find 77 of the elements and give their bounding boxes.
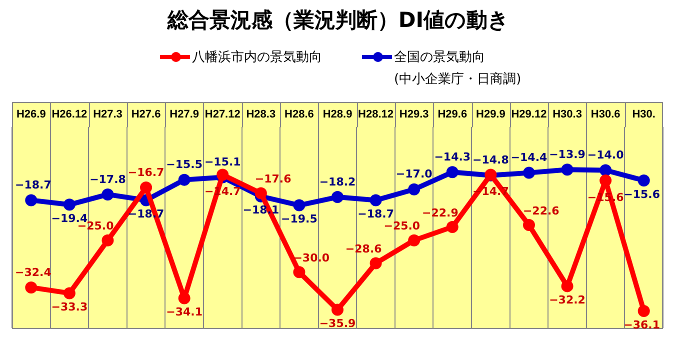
data-label: −15.6 xyxy=(624,188,660,201)
point xyxy=(370,194,382,206)
point xyxy=(332,191,344,204)
legend-label: 八幡浜市内の景気動向 xyxy=(192,49,322,66)
x-tick-label: H29.6 xyxy=(438,108,468,121)
point xyxy=(561,280,574,292)
point xyxy=(63,198,76,211)
chart-title: 総合景況感（業況判断）DI値の動き xyxy=(166,7,511,34)
data-label: −18.2 xyxy=(319,175,356,188)
data-label: −16.7 xyxy=(128,166,164,179)
x-tick-label: H28.12 xyxy=(358,108,394,121)
point xyxy=(25,281,38,294)
point xyxy=(178,292,190,304)
point xyxy=(638,174,650,186)
data-label: −14.0 xyxy=(587,148,624,162)
data-label: −22.9 xyxy=(422,206,458,220)
point xyxy=(332,304,344,316)
point xyxy=(25,194,38,206)
x-tick-label: H27.9 xyxy=(170,108,200,121)
point xyxy=(370,257,382,270)
point xyxy=(178,174,190,186)
point xyxy=(408,183,420,196)
point xyxy=(638,305,650,318)
point xyxy=(600,164,612,176)
data-label: −13.9 xyxy=(549,148,586,161)
x-tick-label: H30. xyxy=(632,108,656,121)
x-tick-label: H27.12 xyxy=(204,108,240,121)
x-tick-label: H26.9 xyxy=(16,108,46,121)
data-label: −17.8 xyxy=(90,172,126,186)
point xyxy=(446,220,458,233)
point xyxy=(216,168,229,181)
point xyxy=(293,266,306,278)
text: (中小企業庁・日商調) xyxy=(394,71,522,88)
x-tick-label: H26.12 xyxy=(52,108,88,121)
data-label: −33.3 xyxy=(51,300,88,314)
data-label: −14.8 xyxy=(472,154,509,167)
x-tick-label: H29.9 xyxy=(476,108,506,121)
x-tick-label: H29.12 xyxy=(511,108,547,121)
data-label: −32.4 xyxy=(15,266,52,279)
data-label: −17.6 xyxy=(254,172,292,186)
point xyxy=(140,181,152,194)
point xyxy=(102,188,114,200)
point xyxy=(63,287,76,300)
data-label: −22.6 xyxy=(522,204,560,218)
point xyxy=(293,199,306,212)
data-label: −15.5 xyxy=(166,158,203,172)
point xyxy=(102,234,114,246)
data-label: −19.5 xyxy=(281,212,318,226)
data-label: −34.1 xyxy=(166,306,203,319)
x-tick-label: H29.3 xyxy=(399,108,429,121)
data-label: −35.9 xyxy=(319,317,356,330)
x-tick-label: H27.6 xyxy=(131,108,161,121)
point xyxy=(561,164,574,176)
x-tick-label: H27.3 xyxy=(93,108,122,121)
x-tick-label: H28.6 xyxy=(284,108,314,121)
data-label: −14.3 xyxy=(434,150,471,164)
point xyxy=(522,219,535,232)
x-tick-label: H28.9 xyxy=(322,108,352,121)
x-tick-label: H30.3 xyxy=(552,108,582,121)
legend-label: 全国の景気動向 xyxy=(394,49,485,66)
data-label: −14.4 xyxy=(510,151,548,164)
point xyxy=(522,166,535,179)
x-tick-label: H28.3 xyxy=(246,108,276,121)
point xyxy=(600,174,612,186)
point xyxy=(408,234,420,246)
point xyxy=(446,166,458,178)
data-label: −36.1 xyxy=(624,318,660,332)
x-tick-label: H30.6 xyxy=(590,108,620,121)
point xyxy=(254,187,267,200)
data-label: −30.0 xyxy=(293,252,330,265)
data-label: −18.7 xyxy=(358,208,394,221)
data-label: −18.7 xyxy=(15,178,52,192)
data-label: −32.2 xyxy=(549,294,586,307)
data-label: −25.0 xyxy=(384,220,420,233)
data-label: −28.6 xyxy=(345,242,382,256)
data-label: −17.0 xyxy=(396,168,433,181)
data-label: −15.1 xyxy=(204,156,241,169)
